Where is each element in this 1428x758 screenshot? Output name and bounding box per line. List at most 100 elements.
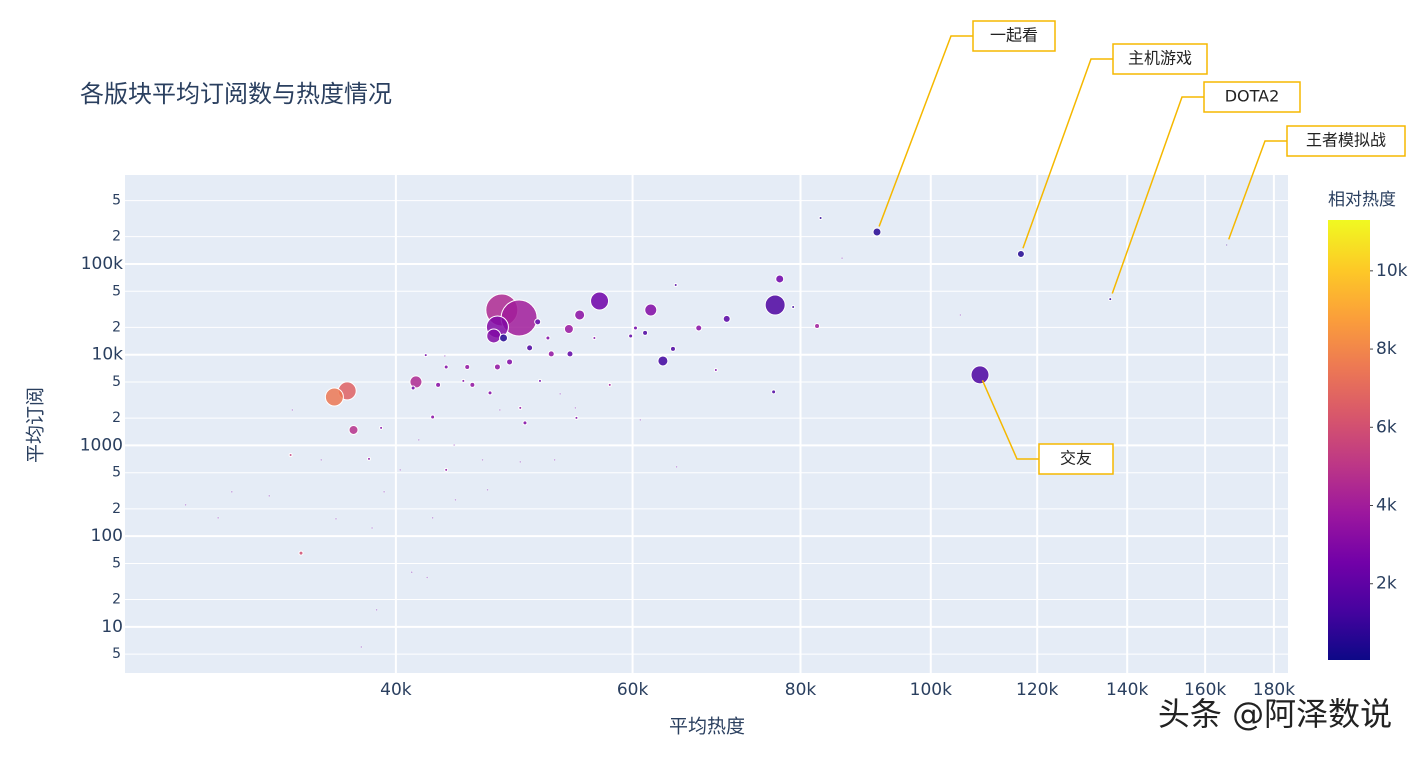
- annotation-arrow: [1022, 58, 1113, 249]
- point: [410, 385, 416, 391]
- annotation-text: 主机游戏: [1128, 49, 1192, 68]
- point: [452, 443, 456, 447]
- y-tick-label: 5: [112, 465, 121, 481]
- point: [443, 354, 447, 358]
- y-tick-label: 100: [91, 526, 123, 546]
- watermark: 头条 @阿泽数说: [1158, 695, 1392, 733]
- point: [526, 344, 534, 352]
- point: [1108, 297, 1113, 302]
- point: [537, 378, 542, 383]
- point: [642, 329, 649, 336]
- point: [673, 282, 678, 287]
- x-tick-label: 180k: [1253, 680, 1295, 700]
- point: [379, 425, 384, 430]
- point: [268, 494, 271, 498]
- annotation-box: [1286, 125, 1406, 157]
- annotation-text: 交友: [1060, 449, 1092, 468]
- point: [558, 392, 562, 396]
- point: [230, 490, 234, 494]
- point: [722, 314, 731, 323]
- point: [435, 381, 442, 388]
- point: [291, 408, 294, 412]
- y-tick-label: 2: [112, 501, 121, 517]
- point: [348, 424, 359, 435]
- annotation-arrow: [981, 380, 1039, 460]
- point: [1225, 243, 1228, 247]
- x-tick-label: 160k: [1184, 680, 1226, 700]
- grid: [125, 175, 1288, 673]
- point: [872, 227, 882, 237]
- y-tick-label: 2: [112, 592, 121, 608]
- point: [382, 490, 386, 494]
- point: [298, 550, 304, 556]
- point: [771, 389, 777, 395]
- point: [409, 375, 423, 389]
- point: [486, 488, 489, 492]
- point: [216, 516, 220, 520]
- point: [375, 608, 378, 612]
- x-tick-label: 60k: [617, 680, 649, 700]
- point: [288, 452, 293, 457]
- point: [487, 390, 493, 396]
- point: [970, 365, 990, 385]
- point: [431, 516, 434, 520]
- point: [791, 304, 796, 309]
- x-axis-title: 平均热度: [669, 716, 745, 738]
- points: [184, 216, 1228, 649]
- point: [499, 333, 509, 343]
- x-tick-label: 100k: [910, 680, 952, 700]
- point: [534, 318, 542, 326]
- point: [461, 378, 466, 383]
- point: [566, 350, 574, 358]
- annotation-box: [1112, 43, 1208, 75]
- point: [669, 345, 676, 352]
- point: [425, 576, 429, 579]
- y-tick-label: 10k: [92, 345, 124, 365]
- point: [320, 458, 323, 462]
- point: [632, 325, 638, 331]
- point: [464, 363, 471, 370]
- point: [469, 381, 476, 388]
- point: [506, 358, 514, 366]
- point: [486, 328, 502, 344]
- point: [574, 309, 586, 321]
- point: [553, 458, 556, 462]
- point: [518, 405, 523, 410]
- y-axis-title: 平均订阅: [25, 387, 47, 463]
- y-tick-label: 5: [112, 374, 121, 390]
- point: [481, 458, 484, 462]
- x-tick-label: 120k: [1016, 680, 1058, 700]
- point: [498, 408, 502, 412]
- y-tick-label: 5: [112, 283, 121, 299]
- point: [639, 418, 642, 422]
- y-tick-label: 1000: [80, 435, 123, 455]
- point: [592, 335, 597, 340]
- point: [764, 294, 786, 316]
- point: [417, 438, 420, 442]
- point: [607, 382, 612, 387]
- point: [444, 467, 449, 472]
- point: [775, 274, 785, 284]
- annotation-box: [1203, 81, 1301, 113]
- annotation-text: DOTA2: [1225, 87, 1280, 106]
- x-tick-label: 140k: [1106, 680, 1148, 700]
- annotation-text: 王者模拟战: [1306, 131, 1386, 150]
- point: [423, 353, 428, 358]
- point: [493, 363, 501, 371]
- colorbar-title: 相对热度: [1328, 190, 1396, 210]
- y-tick-label: 2: [112, 229, 121, 245]
- annotation-arrow: [1228, 140, 1287, 240]
- colorbar-tick-label: 4k: [1376, 496, 1397, 516]
- point: [443, 364, 449, 370]
- point: [574, 406, 577, 410]
- y-tick-label: 5: [112, 646, 121, 662]
- annotation-text: 一起看: [990, 26, 1038, 45]
- point: [574, 415, 579, 420]
- point: [840, 256, 844, 260]
- point: [547, 350, 555, 358]
- point: [366, 456, 371, 461]
- point: [334, 517, 338, 521]
- point: [675, 465, 678, 469]
- point: [410, 571, 413, 574]
- point: [818, 216, 823, 221]
